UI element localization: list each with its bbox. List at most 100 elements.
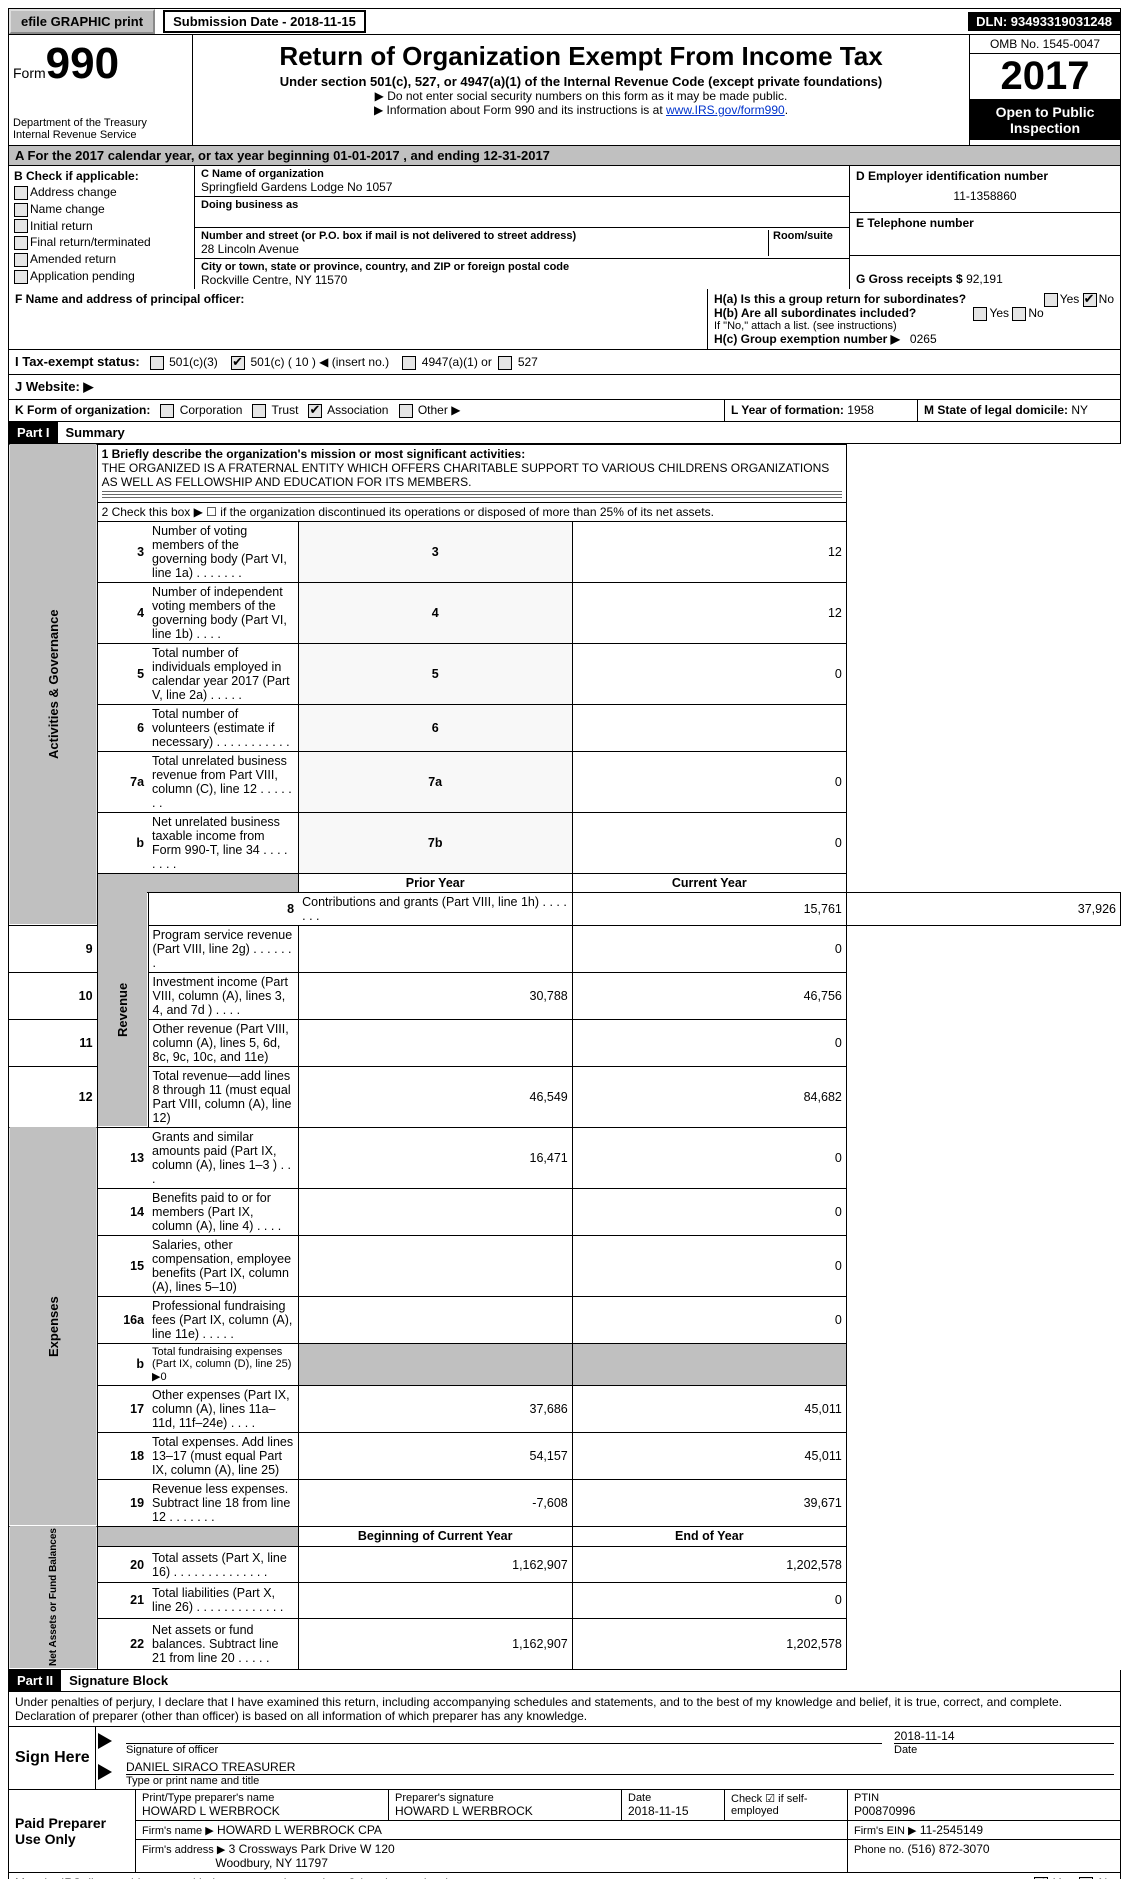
table-row: 7aTotal unrelated business revenue from …: [9, 751, 1121, 812]
opt-other: Other ▶: [418, 403, 461, 417]
opt-501c3: 501(c)(3): [169, 355, 218, 369]
table-row: bTotal fundraising expenses (Part IX, co…: [9, 1343, 1121, 1385]
dept-treasury: Department of the Treasury: [13, 117, 188, 129]
col-d-ein: D Employer identification number 11-1358…: [850, 166, 1120, 289]
table-row: bNet unrelated business taxable income f…: [9, 812, 1121, 873]
part1-table: Activities & Governance 1 Briefly descri…: [8, 444, 1121, 1670]
cb-501c[interactable]: [231, 356, 245, 370]
hb-no[interactable]: [1012, 307, 1026, 321]
cb-final-return[interactable]: Final return/terminated: [14, 235, 189, 250]
cb-amended-return[interactable]: Amended return: [14, 252, 189, 267]
irs-yes[interactable]: [1034, 1877, 1048, 1879]
phone-value: (516) 872-3070: [908, 1842, 990, 1856]
cb-address-change[interactable]: Address change: [14, 185, 189, 200]
ein-value: 11-1358860: [856, 183, 1114, 209]
part2-header-row: Part II Signature Block: [8, 1670, 1121, 1692]
form-note-info: ▶ Information about Form 990 and its ins…: [201, 103, 961, 117]
addr-label: Number and street (or P.O. box if mail i…: [201, 230, 768, 242]
city-label: City or town, state or province, country…: [201, 261, 843, 273]
prep-name: HOWARD L WERBROCK: [142, 1804, 382, 1818]
dba-label: Doing business as: [201, 199, 843, 211]
sig-date: 2018-11-14: [894, 1729, 1114, 1744]
table-row: 3Number of voting members of the governi…: [9, 521, 1121, 582]
m-label: M State of legal domicile:: [924, 403, 1068, 417]
irs-no[interactable]: [1079, 1877, 1093, 1879]
opt-trust: Trust: [272, 403, 299, 417]
hc-label: H(c) Group exemption number ▶: [714, 332, 900, 346]
table-row: 21Total liabilities (Part X, line 26) . …: [9, 1582, 1121, 1618]
firm-addr-label: Firm's address ▶: [142, 1844, 225, 1856]
firm-name-label: Firm's name ▶: [142, 1825, 214, 1837]
hdr-current-year: Current Year: [572, 873, 846, 892]
name-arrow-icon: [98, 1764, 112, 1780]
col-b-check-applicable: B Check if applicable: Address change Na…: [9, 166, 195, 289]
ha-no[interactable]: [1083, 293, 1097, 307]
row-klm: K Form of organization: Corporation Trus…: [8, 400, 1121, 422]
cb-initial-return[interactable]: Initial return: [14, 219, 189, 234]
h-group-return: H(a) Is this a group return for subordin…: [708, 289, 1120, 349]
self-employed-check[interactable]: Check ☑ if self-employed: [725, 1790, 848, 1820]
m-value: NY: [1071, 403, 1088, 417]
part1-title: Summary: [58, 422, 133, 443]
omb-number: OMB No. 1545-0047: [970, 35, 1120, 54]
top-bar: efile GRAPHIC print Submission Date - 20…: [8, 8, 1121, 35]
form-label: Form: [13, 65, 46, 81]
form-number: 990: [46, 39, 119, 89]
form-note-ssn: ▶ Do not enter social security numbers o…: [201, 89, 961, 103]
room-label: Room/suite: [773, 230, 843, 242]
cb-4947[interactable]: [402, 356, 416, 370]
k-label: K Form of organization:: [15, 403, 150, 417]
table-row: 9Program service revenue (Part VIII, lin…: [9, 925, 1121, 972]
table-row: 6Total number of volunteers (estimate if…: [9, 704, 1121, 751]
dept-irs: Internal Revenue Service: [13, 129, 188, 141]
opt-corp: Corporation: [180, 403, 243, 417]
f-label: F Name and address of principal officer:: [15, 292, 244, 306]
cb-trust[interactable]: [252, 404, 266, 418]
cb-527[interactable]: [498, 356, 512, 370]
firm-addr2: Woodbury, NY 11797: [215, 1856, 328, 1870]
l-value: 1958: [847, 403, 874, 417]
table-row: 5Total number of individuals employed in…: [9, 643, 1121, 704]
cb-501c3[interactable]: [150, 356, 164, 370]
l-label: L Year of formation:: [731, 403, 844, 417]
sig-officer-label: Signature of officer: [126, 1744, 882, 1756]
vert-netassets: Net Assets or Fund Balances: [9, 1526, 98, 1669]
signature-block: Under penalties of perjury, I declare th…: [8, 1692, 1121, 1879]
table-row: 4Number of independent voting members of…: [9, 582, 1121, 643]
cb-corp[interactable]: [160, 404, 174, 418]
part2-title: Signature Block: [61, 1670, 176, 1691]
sign-arrow-icon: [98, 1733, 112, 1749]
cb-name-change[interactable]: Name change: [14, 202, 189, 217]
prep-sig: HOWARD L WERBROCK: [395, 1804, 615, 1818]
line1-label: 1 Briefly describe the organization's mi…: [102, 447, 526, 461]
cb-application-pending[interactable]: Application pending: [14, 269, 189, 284]
table-row: 10Investment income (Part VIII, column (…: [9, 972, 1121, 1019]
efile-print-button[interactable]: efile GRAPHIC print: [9, 9, 155, 34]
opt-501c: 501(c) ( 10 ) ◀ (insert no.): [250, 355, 389, 369]
section-bcd: B Check if applicable: Address change Na…: [8, 166, 1121, 289]
gross-receipts-value: 92,191: [966, 272, 1003, 286]
city-state-zip: Rockville Centre, NY 11570: [201, 273, 843, 287]
cb-assoc[interactable]: [308, 404, 322, 418]
ein-label: D Employer identification number: [856, 169, 1114, 183]
cb-other[interactable]: [399, 404, 413, 418]
ha-yes[interactable]: [1044, 293, 1058, 307]
section-fh: F Name and address of principal officer:…: [8, 289, 1121, 350]
gross-receipts-label: G Gross receipts $: [856, 272, 963, 286]
table-row: 19Revenue less expenses. Subtract line 1…: [9, 1479, 1121, 1526]
irs-link[interactable]: www.IRS.gov/form990: [666, 103, 785, 117]
row-a-calendar-year: A For the 2017 calendar year, or tax yea…: [8, 146, 1121, 166]
org-name: Springfield Gardens Lodge No 1057: [201, 180, 843, 194]
col-c-org-info: C Name of organization Springfield Garde…: [195, 166, 850, 289]
i-label: I Tax-exempt status:: [15, 354, 140, 369]
hdr-begin-year: Beginning of Current Year: [298, 1526, 572, 1547]
hb-yes[interactable]: [973, 307, 987, 321]
table-row: 11Other revenue (Part VIII, column (A), …: [9, 1019, 1121, 1066]
open-to-public: Open to Public Inspection: [970, 100, 1120, 140]
firm-name: HOWARD L WERBROCK CPA: [217, 1823, 382, 1837]
vert-expenses: Expenses: [9, 1127, 98, 1526]
table-row: 20Total assets (Part X, line 16) . . . .…: [9, 1547, 1121, 1583]
f-principal-officer: F Name and address of principal officer:: [9, 289, 708, 349]
sig-date-label: Date: [894, 1744, 1114, 1756]
submission-date: Submission Date - 2018-11-15: [163, 10, 366, 33]
